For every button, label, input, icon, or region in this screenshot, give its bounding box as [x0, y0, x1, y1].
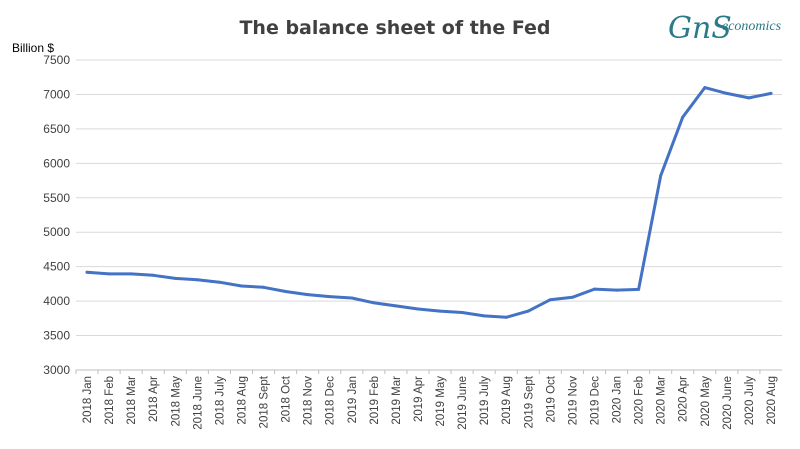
data-point: [85, 270, 89, 274]
data-point: [593, 287, 596, 291]
x-tick-label: 2018 Sept: [259, 375, 271, 428]
x-tick-label: 2020 May: [700, 376, 712, 427]
x-tick-label: 2019 May: [435, 376, 447, 427]
data-point: [394, 304, 398, 308]
data-point: [372, 301, 376, 305]
data-point: [438, 309, 442, 313]
data-point: [107, 272, 111, 276]
data-point: [416, 307, 420, 311]
y-tick-label: 6500: [43, 122, 70, 136]
data-point: [703, 86, 707, 90]
data-point: [725, 91, 729, 95]
chart-title: The balance sheet of the Fed: [239, 17, 550, 39]
data-point: [659, 174, 663, 178]
x-tick-label: 2018 Oct: [281, 375, 293, 422]
data-point: [151, 273, 155, 277]
x-tick-label: 2019 Aug: [501, 376, 513, 425]
x-tick-label: 2020 July: [744, 376, 756, 425]
x-tick-label: 2020 Apr: [678, 376, 690, 422]
data-point: [637, 287, 641, 291]
data-point: [681, 115, 685, 119]
data-point: [482, 314, 486, 318]
x-tick-label: 2018 Feb: [104, 376, 116, 425]
x-tick-label: 2019 Feb: [369, 376, 381, 425]
y-axis-label: Billion $: [12, 41, 54, 55]
y-tick-label: 5500: [43, 191, 70, 205]
data-point: [129, 272, 133, 276]
y-tick-labels: 3000 3500 4000 4500 5000 5500 6000 6500 7000 7500: [43, 53, 70, 377]
y-tick-label: 4000: [43, 294, 70, 308]
x-tick-label: 2019 Jan: [347, 376, 359, 423]
data-point: [262, 285, 265, 289]
x-tick-label: 2019 June: [457, 376, 469, 430]
data-point: [240, 284, 243, 288]
x-tick-labels: 2018 Jan 2018 Feb 2018 Mar 2018 Apr 2018 May…: [75, 370, 778, 430]
x-tick-label: 2018 Aug: [236, 376, 248, 425]
x-tick-label: 2019 Sept: [523, 375, 535, 428]
y-tick-label: 5000: [43, 225, 70, 239]
data-point: [217, 280, 221, 284]
series-layer: [85, 86, 773, 319]
x-tick-label: 2018 June: [192, 376, 204, 430]
gridlines: [76, 59, 782, 371]
y-tick-label: 3000: [43, 363, 70, 377]
x-tick-label: 2018 July: [214, 376, 226, 425]
data-point: [526, 309, 530, 313]
data-point: [747, 96, 751, 100]
data-point: [306, 293, 310, 297]
data-point: [504, 315, 508, 319]
data-point: [195, 278, 199, 282]
y-tick-label: 6000: [43, 156, 70, 170]
x-tick-label: 2020 June: [722, 376, 734, 430]
x-tick-label: 2020 Mar: [656, 376, 668, 425]
x-tick-label: 2020 Feb: [634, 376, 646, 425]
data-point: [328, 295, 332, 299]
data-point: [173, 276, 177, 280]
x-tick-label: 2018 Dec: [325, 376, 337, 425]
x-tick-label: 2018 Apr: [148, 376, 160, 422]
data-point: [284, 290, 288, 293]
x-tick-label: 2020 Aug: [766, 376, 778, 425]
x-tick-label: 2018 Nov: [303, 376, 315, 425]
logo-text: economics: [722, 19, 782, 34]
x-tick-label: 2019 July: [479, 376, 491, 425]
logo-mark: GnS: [668, 11, 732, 46]
x-tick-label: 2018 May: [170, 376, 182, 427]
x-tick-label: 2018 Jan: [82, 376, 94, 423]
logo: GnS economics: [668, 11, 782, 46]
x-tick-label: 2019 Oct: [545, 375, 557, 422]
series-line: [85, 86, 773, 319]
x-tick-label: 2020 Jan: [612, 376, 624, 423]
y-tick-label: 7000: [43, 87, 70, 101]
data-point: [350, 296, 354, 300]
data-point: [460, 311, 464, 314]
x-tick-label: 2018 Mar: [126, 376, 138, 425]
data-point: [570, 295, 574, 299]
x-tick-label: 2019 Apr: [413, 376, 425, 422]
x-tick-label: 2019 Mar: [391, 376, 403, 425]
x-tick-label: 2019 Dec: [589, 376, 601, 425]
data-point: [769, 91, 773, 95]
y-tick-label: 4500: [43, 260, 70, 274]
data-point: [548, 298, 552, 302]
y-tick-label: 3500: [43, 329, 70, 343]
y-tick-label: 7500: [43, 53, 70, 67]
x-tick-label: 2019 Nov: [567, 376, 579, 425]
data-point: [615, 288, 618, 292]
